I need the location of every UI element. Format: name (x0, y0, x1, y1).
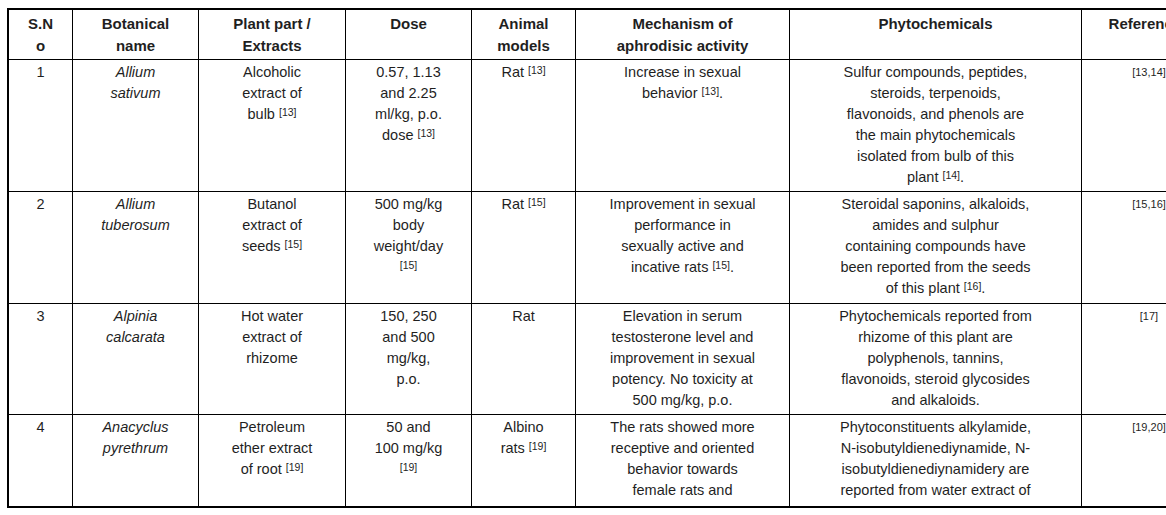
aphrodisiac-plants-table: S.N oBotanical namePlant part / Extracts… (7, 8, 1166, 508)
cell-dose: 500 mg/kg body weight/day [15] (346, 192, 472, 304)
cell-dose: 0.57, 1.13 and 2.25 ml/kg, p.o. dose [13… (346, 60, 472, 192)
reference-superscript: [15] (400, 259, 418, 271)
cell-plant_part: Petroleum ether extract of root [19] (199, 415, 346, 507)
cell-text: 4 (36, 419, 44, 435)
table-header: S.N oBotanical namePlant part / Extracts… (8, 9, 1166, 60)
cell-text: . (730, 259, 734, 275)
reference-superscript: [19] (400, 461, 418, 473)
cell-text: Phytoconstituents alkylamide, N-isobutyl… (840, 419, 1031, 498)
reference-superscript: [15] (712, 259, 730, 271)
cell-text: Elevation in serum testosterone level an… (610, 308, 755, 408)
reference-superscript: [16] (964, 280, 982, 292)
reference-superscript: [19] (529, 440, 547, 452)
cell-text: The rats showed more receptive and orien… (610, 419, 754, 498)
reference-superscript: [19] (286, 461, 304, 473)
cell-text: 3 (36, 308, 44, 324)
reference-superscript: [15] (528, 196, 546, 208)
cell-text: Sulfur compounds, peptides, steroids, te… (844, 64, 1028, 185)
cell-plant_part: Butanol extract of seeds [15] (199, 192, 346, 304)
cell-text: Allium sativum (111, 64, 161, 101)
column-header-plant_part: Plant part / Extracts (199, 9, 346, 60)
cell-text: . (981, 280, 985, 296)
table-row: 1 Allium sativum Alcoholic extract of bulb… (8, 60, 1166, 192)
cell-mechanism: The rats showed more receptive and orien… (576, 415, 790, 507)
table-row: 2 Allium tuberosum Butanol extract of seed… (8, 192, 1166, 304)
cell-sno: 1 (8, 60, 73, 192)
table-body: 1 Allium sativum Alcoholic extract of bulb… (8, 60, 1166, 507)
cell-mechanism: Elevation in serum testosterone level an… (576, 304, 790, 415)
cell-text: [15,16] (1132, 198, 1166, 210)
cell-text: . (960, 169, 964, 185)
cell-text: 50 and 100 mg/kg (375, 419, 443, 456)
cell-animal: Rat [13] (472, 60, 576, 192)
column-header-references: References (1082, 9, 1166, 60)
cell-text: Rat (501, 196, 528, 212)
cell-sno: 2 (8, 192, 73, 304)
cell-botanical: Allium sativum (73, 60, 199, 192)
column-header-mechanism: Mechanism of aphrodisic activity (576, 9, 790, 60)
column-header-sno: S.N o (8, 9, 73, 60)
cell-phytochemicals: Phytochemicals reported from rhizome of … (790, 304, 1082, 415)
cell-phytochemicals: Steroidal saponins, alkaloids, amides an… (790, 192, 1082, 304)
cell-plant_part: Alcoholic extract of bulb [13] (199, 60, 346, 192)
cell-text: 2 (36, 196, 44, 212)
cell-plant_part: Hot water extract of rhizome (199, 304, 346, 415)
cell-text: [13,14] (1132, 66, 1166, 78)
cell-text: Hot water extract of rhizome (241, 308, 303, 366)
cell-sno: 3 (8, 304, 73, 415)
cell-text: 500 mg/kg body weight/day (374, 196, 443, 254)
cell-references: [17] (1082, 304, 1166, 415)
cell-references: [19,20] (1082, 415, 1166, 507)
cell-text: Anacyclus pyrethrum (102, 419, 168, 456)
cell-text: 1 (36, 64, 44, 80)
cell-references: [15,16] (1082, 192, 1166, 304)
cell-text: Allium tuberosum (101, 196, 170, 233)
cell-text: Increase in sexual behavior (624, 64, 741, 101)
reference-superscript: [13] (702, 85, 720, 97)
cell-text: [17] (1140, 310, 1158, 322)
cell-text: Alpinia calcarata (106, 308, 165, 345)
cell-animal: Albino rats [19] (472, 415, 576, 507)
cell-mechanism: Increase in sexual behavior [13]. (576, 60, 790, 192)
cell-text: Phytochemicals reported from rhizome of … (839, 308, 1032, 408)
cell-text: Rat (512, 308, 535, 324)
reference-superscript: [14] (942, 169, 960, 181)
column-header-phytochemicals: Phytochemicals (790, 9, 1082, 60)
cell-botanical: Anacyclus pyrethrum (73, 415, 199, 507)
cell-text: 150, 250 and 500 mg/kg, p.o. (380, 308, 436, 387)
reference-superscript: [13] (279, 106, 297, 118)
cell-botanical: Allium tuberosum (73, 192, 199, 304)
cell-dose: 50 and 100 mg/kg [19] (346, 415, 472, 507)
cell-botanical: Alpinia calcarata (73, 304, 199, 415)
reference-superscript: [13] (528, 64, 546, 76)
cell-text: . (719, 85, 723, 101)
column-header-animal: Animal models (472, 9, 576, 60)
table-row: 3 Alpinia calcarata Hot water extract of r… (8, 304, 1166, 415)
header-row: S.N oBotanical namePlant part / Extracts… (8, 9, 1166, 60)
cell-phytochemicals: Sulfur compounds, peptides, steroids, te… (790, 60, 1082, 192)
cell-sno: 4 (8, 415, 73, 507)
column-header-botanical: Botanical name (73, 9, 199, 60)
reference-superscript: [15] (285, 238, 303, 250)
cell-mechanism: Improvement in sexual performance in sex… (576, 192, 790, 304)
reference-superscript: [13] (417, 127, 435, 139)
table-row: 4 Anacyclus pyrethrum Petroleum ether extr… (8, 415, 1166, 507)
cell-animal: Rat [15] (472, 192, 576, 304)
cell-references: [13,14] (1082, 60, 1166, 192)
cell-animal: Rat (472, 304, 576, 415)
cell-phytochemicals: Phytoconstituents alkylamide, N-isobutyl… (790, 415, 1082, 507)
paper-table-page: S.N oBotanical namePlant part / Extracts… (0, 0, 1166, 515)
cell-text: [19,20] (1132, 421, 1166, 433)
cell-text: Rat (501, 64, 528, 80)
cell-dose: 150, 250 and 500 mg/kg, p.o. (346, 304, 472, 415)
cell-text: Steroidal saponins, alkaloids, amides an… (840, 196, 1030, 296)
column-header-dose: Dose (346, 9, 472, 60)
